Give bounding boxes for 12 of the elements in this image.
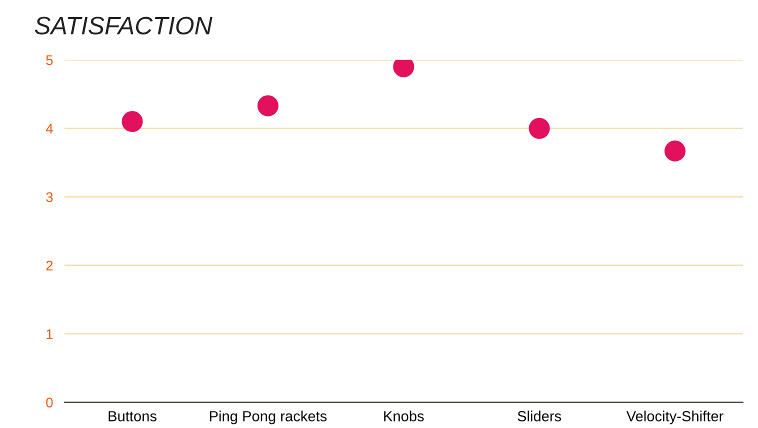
x-tick-label: Sliders (518, 410, 562, 422)
x-tick-label: Ping Pong rackets (210, 410, 327, 424)
x-tick-label: Velocity-Shifter (626, 410, 724, 424)
x-tick-label: Buttons (108, 411, 156, 422)
y-tick-label: 5 (46, 55, 53, 66)
chart-title: SATISFACTION (34, 16, 212, 34)
y-tick-label: 3 (46, 192, 53, 202)
y-tick-label: 2 (46, 260, 53, 270)
x-tick-label: Knobs (384, 410, 424, 422)
y-tick-label: 1 (46, 329, 53, 339)
y-tick-label: 4 (46, 124, 53, 134)
y-tick-label: 0 (46, 398, 53, 408)
